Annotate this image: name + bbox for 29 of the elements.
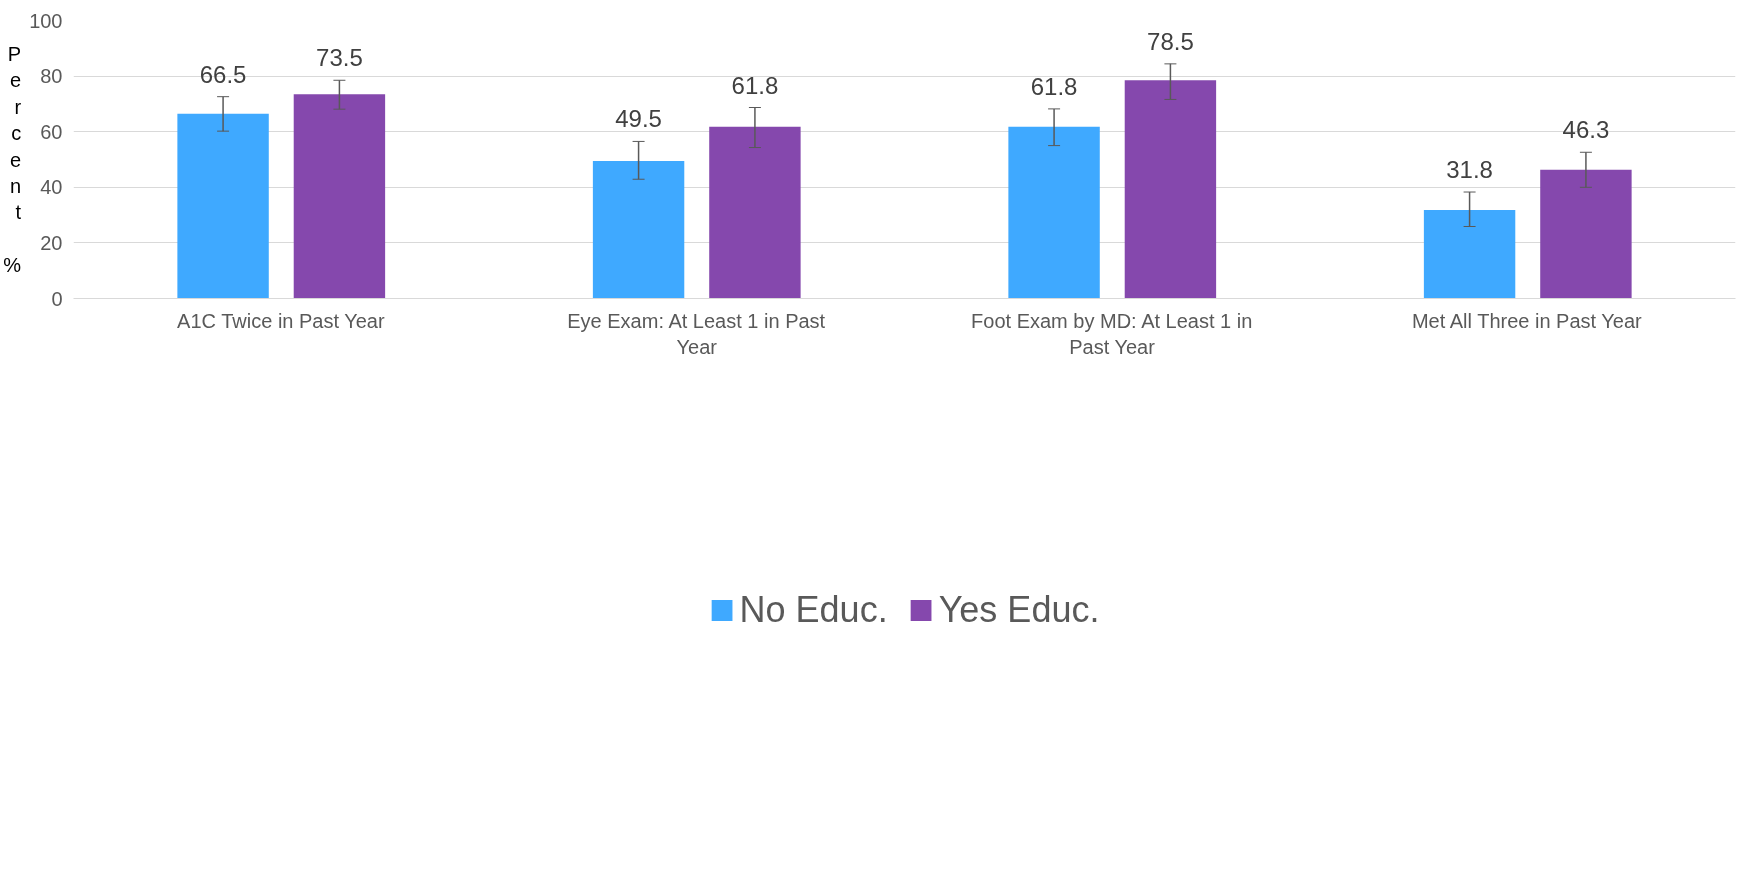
y-tick-label: 100 <box>29 9 63 32</box>
data-label: 78.5 <box>1147 27 1194 55</box>
bar <box>177 113 269 299</box>
data-label: 73.5 <box>316 44 363 72</box>
bar <box>1124 80 1217 299</box>
y-tick-label: 0 <box>51 287 63 310</box>
y-tick-label: 80 <box>40 65 63 88</box>
x-tick-label: Foot Exam by MD: At Least 1 in Past Year <box>971 309 1253 358</box>
data-label: 46.3 <box>1562 116 1610 144</box>
data-label: 49.5 <box>615 105 662 133</box>
bar <box>1008 126 1100 299</box>
x-tick-label: Met All Three in Past Year <box>1411 309 1643 332</box>
y-tick-label: 60 <box>40 120 63 143</box>
y-tick-label: 20 <box>40 231 63 254</box>
bar <box>709 126 801 299</box>
data-label: 66.5 <box>199 60 247 88</box>
y-tick-label: 40 <box>40 176 63 199</box>
data-label: 61.8 <box>1030 72 1078 100</box>
bar <box>1423 210 1516 299</box>
bar <box>293 94 386 299</box>
text: Percent % <box>3 42 22 277</box>
x-tick-label: A1C Twice in Past Year <box>177 309 385 332</box>
bar <box>1540 169 1632 299</box>
data-label: 31.8 <box>1446 156 1493 184</box>
legend-label: Yes Educ. <box>938 589 1100 631</box>
data-label: 61.8 <box>731 71 779 99</box>
bar <box>592 160 685 299</box>
x-tick-label: Eye Exam: At Least 1 in Past Year <box>567 309 826 358</box>
legend-label: No Educ. <box>739 589 888 631</box>
